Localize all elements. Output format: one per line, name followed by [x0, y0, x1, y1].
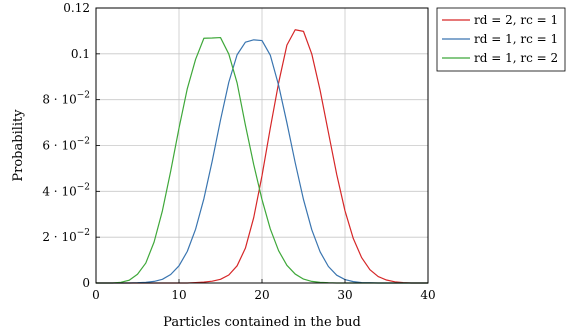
- legend: rd = 2, rc = 1 rd = 1, rc = 1 rd = 1, rc =…: [436, 7, 566, 72]
- grid-lines: [96, 8, 428, 283]
- y-axis-label: Probability: [11, 109, 26, 182]
- y-tick-label: 6 · 10−2: [42, 137, 90, 153]
- y-tick-mantissa: 2 · 10: [42, 230, 76, 244]
- y-tick-mantissa: 8 · 10: [42, 93, 76, 107]
- y-axis-ticks: 02 · 10−24 · 10−26 · 10−28 · 10−20.10.12: [42, 1, 100, 290]
- y-tick-exponent: −2: [77, 182, 90, 192]
- y-tick-mantissa: 4 · 10: [42, 184, 76, 198]
- x-tick-label: 30: [337, 288, 352, 302]
- y-tick-exponent: −2: [77, 137, 90, 147]
- y-tick-label: 0.1: [71, 47, 90, 61]
- x-axis-label: Particles contained in the bud: [163, 315, 361, 330]
- y-tick-mantissa: 6 · 10: [42, 139, 76, 153]
- x-tick-label: 10: [171, 288, 186, 302]
- legend-label: rd = 1, rc = 2: [474, 51, 558, 65]
- y-tick-label: 0: [82, 276, 90, 290]
- legend-label: rd = 2, rc = 1: [474, 13, 558, 27]
- x-axis-ticks: 0 10 20 30 40: [92, 279, 436, 302]
- x-tick-label: 40: [420, 288, 435, 302]
- x-tick-label: 20: [254, 288, 269, 302]
- y-tick-exponent: −2: [77, 228, 90, 238]
- y-tick-label: 4 · 10−2: [42, 182, 90, 198]
- x-tick-label: 0: [92, 288, 100, 302]
- y-tick-exponent: −2: [77, 91, 90, 101]
- y-tick-label: 2 · 10−2: [42, 228, 90, 244]
- y-tick-label: 0.12: [63, 1, 90, 15]
- legend-label: rd = 1, rc = 1: [474, 32, 558, 46]
- y-tick-label: 8 · 10−2: [42, 91, 90, 107]
